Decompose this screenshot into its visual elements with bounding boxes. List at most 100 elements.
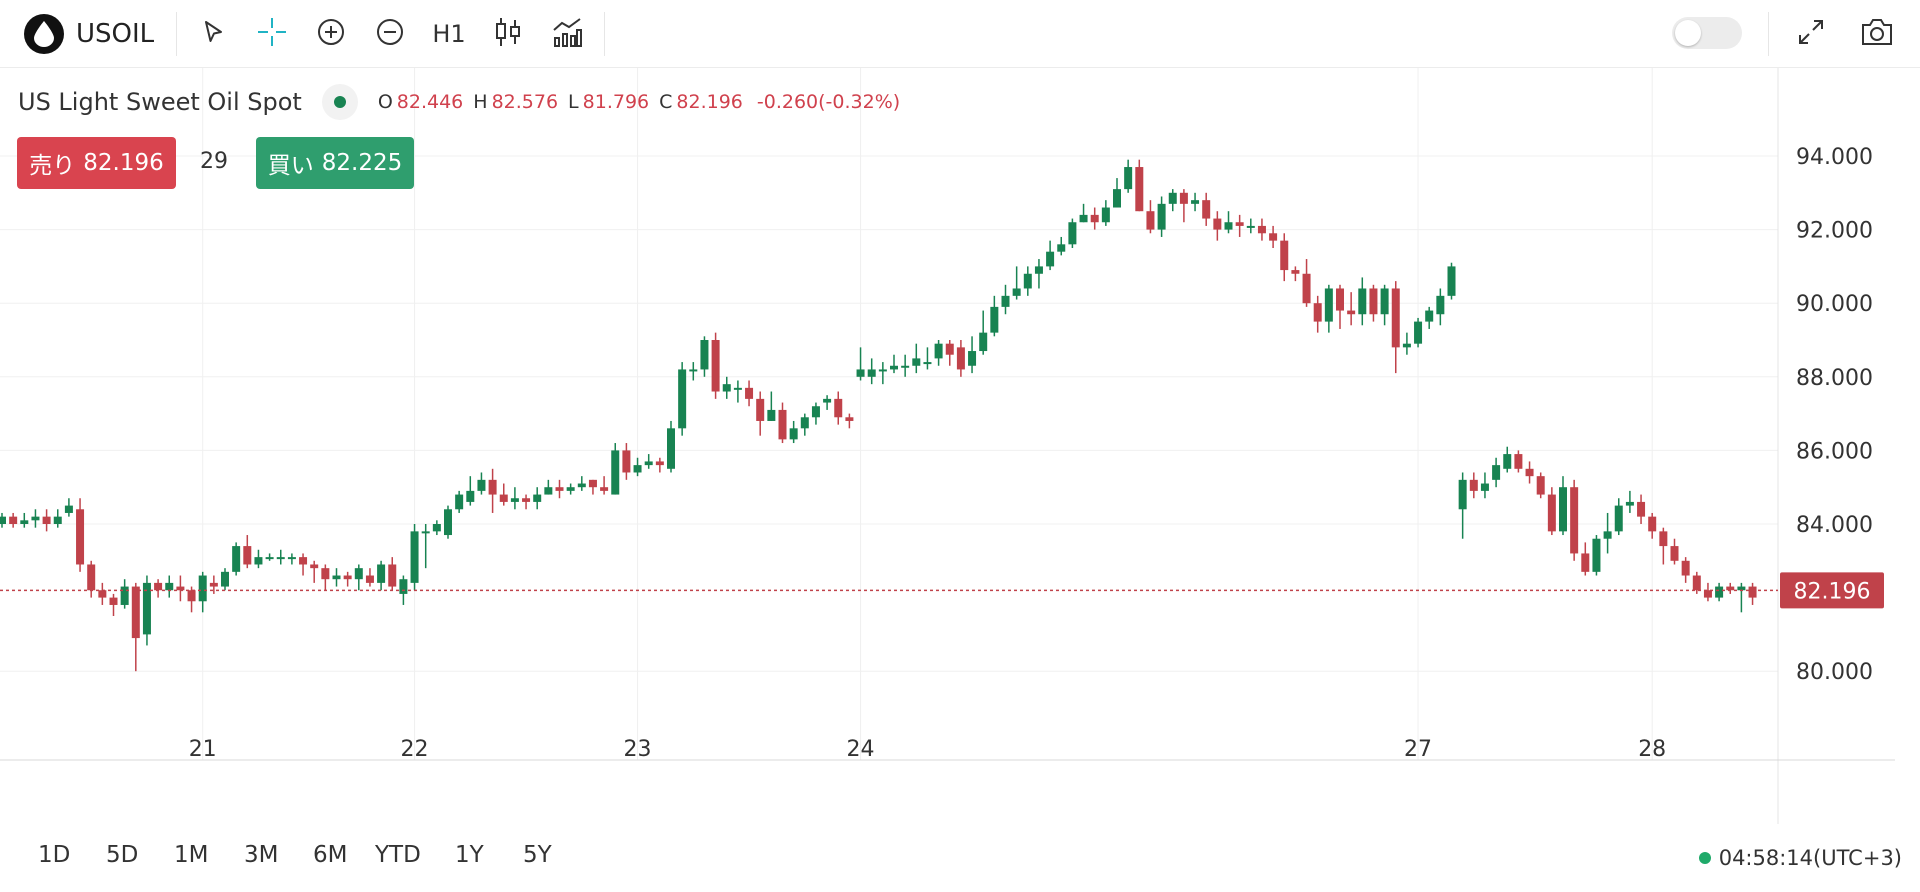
candle-body [1023,273,1032,289]
range-5y-button[interactable]: 5Y [523,842,552,868]
candle-body [142,582,151,635]
indicators-button[interactable] [545,14,589,54]
crosshair-icon [256,16,288,52]
candle-body [1101,207,1110,223]
candle-body [20,520,29,524]
camera-icon [1860,17,1894,51]
open-value: 82.446 [396,91,464,113]
x-tick-label: 23 [624,737,652,762]
candle-body [934,343,943,359]
candle-body [1336,288,1344,311]
candle-body [678,369,687,429]
candle-body [31,516,40,521]
cursor-tool-button[interactable] [191,14,235,54]
buy-price: 82.225 [321,150,403,176]
range-6m-button[interactable]: 6M [313,842,348,868]
candle-body [1458,479,1467,510]
toolbar-divider [604,12,605,56]
candle-body [878,369,887,372]
candle-body [410,531,419,583]
candle-body [990,306,999,333]
candle-body [566,487,575,491]
candle-body [265,557,274,560]
sell-button[interactable]: 売り 82.196 [17,137,176,189]
x-tick-label: 27 [1404,737,1432,762]
candle-body [42,516,51,524]
candle-body [221,571,229,587]
candle-body [1614,505,1623,532]
fullscreen-button[interactable] [1789,14,1833,54]
candle-body [733,387,742,390]
candle-body [477,479,486,491]
candle-body [1414,321,1423,344]
buy-label: 買い [267,153,314,179]
range-3m-button[interactable]: 3M [244,842,279,868]
candle-body [1124,167,1133,190]
zoom-in-button[interactable] [309,14,353,54]
candle-body [1480,483,1489,491]
candle-body [488,479,497,495]
oil-drop-icon [24,14,64,54]
x-tick-label: 24 [847,737,875,762]
candle-body [689,369,698,372]
candle-body [1659,531,1668,547]
zoom-in-icon [316,17,346,51]
candle-body [187,590,196,602]
y-tick-label: 84.000 [1796,513,1873,538]
candle-body [87,564,96,591]
candle-body [1191,200,1200,204]
candle-body [767,409,776,421]
candle-body [1313,303,1322,322]
candle-body [1603,531,1612,539]
y-tick-label: 88.000 [1796,366,1873,391]
candle-body [1034,266,1043,274]
candle-body [1324,288,1333,322]
candle-body [388,564,397,587]
buy-button[interactable]: 買い 82.225 [256,137,414,189]
range-1d-button[interactable]: 1D [38,842,71,868]
candle-body [377,564,386,583]
price-chart[interactable]: 94.000 92.000 90.000 88.000 86.000 84.000 80.0… [0,68,1920,824]
zoom-out-button[interactable] [368,14,412,54]
candle-body [1012,288,1021,296]
zoom-out-icon [375,17,405,51]
symbol-selector[interactable]: USOIL [24,12,154,56]
candle-body [1402,343,1411,348]
candle-body [1670,546,1679,561]
crosshair-tool-button[interactable] [250,14,294,54]
candle-body [1079,214,1088,223]
candle-body [856,369,865,377]
chart-type-button[interactable] [486,14,530,54]
theme-toggle[interactable] [1672,17,1742,49]
candle-body [633,465,642,473]
candle-body [1681,560,1690,576]
candle-body [109,597,118,605]
candle-body [700,340,709,370]
range-5d-button[interactable]: 5D [106,842,139,868]
candle-body [845,417,854,421]
candle-body [1157,203,1166,230]
candle-body [444,509,452,536]
candle-body [53,516,62,524]
indicators-icon [551,16,583,52]
candle-body [1257,225,1266,234]
candle-body [655,461,664,466]
y-tick-label: 90.000 [1796,292,1873,317]
candle-body [611,450,620,495]
candle-body [901,365,910,368]
screenshot-button[interactable] [1855,14,1899,54]
candle-body [834,398,843,418]
candle-body [1235,222,1244,226]
candle-body [209,582,218,587]
x-tick-label: 21 [189,737,217,762]
range-1y-button[interactable]: 1Y [455,842,484,868]
range-ytd-button[interactable]: YTD [375,842,421,868]
candle-body [1347,310,1356,315]
interval-button[interactable]: H1 [427,14,471,54]
candle-body [1302,273,1311,304]
range-1m-button[interactable]: 1M [174,842,209,868]
toolbar-divider [1768,12,1769,56]
candle-body [243,546,252,565]
candle-body [945,343,954,355]
market-status [321,84,358,120]
